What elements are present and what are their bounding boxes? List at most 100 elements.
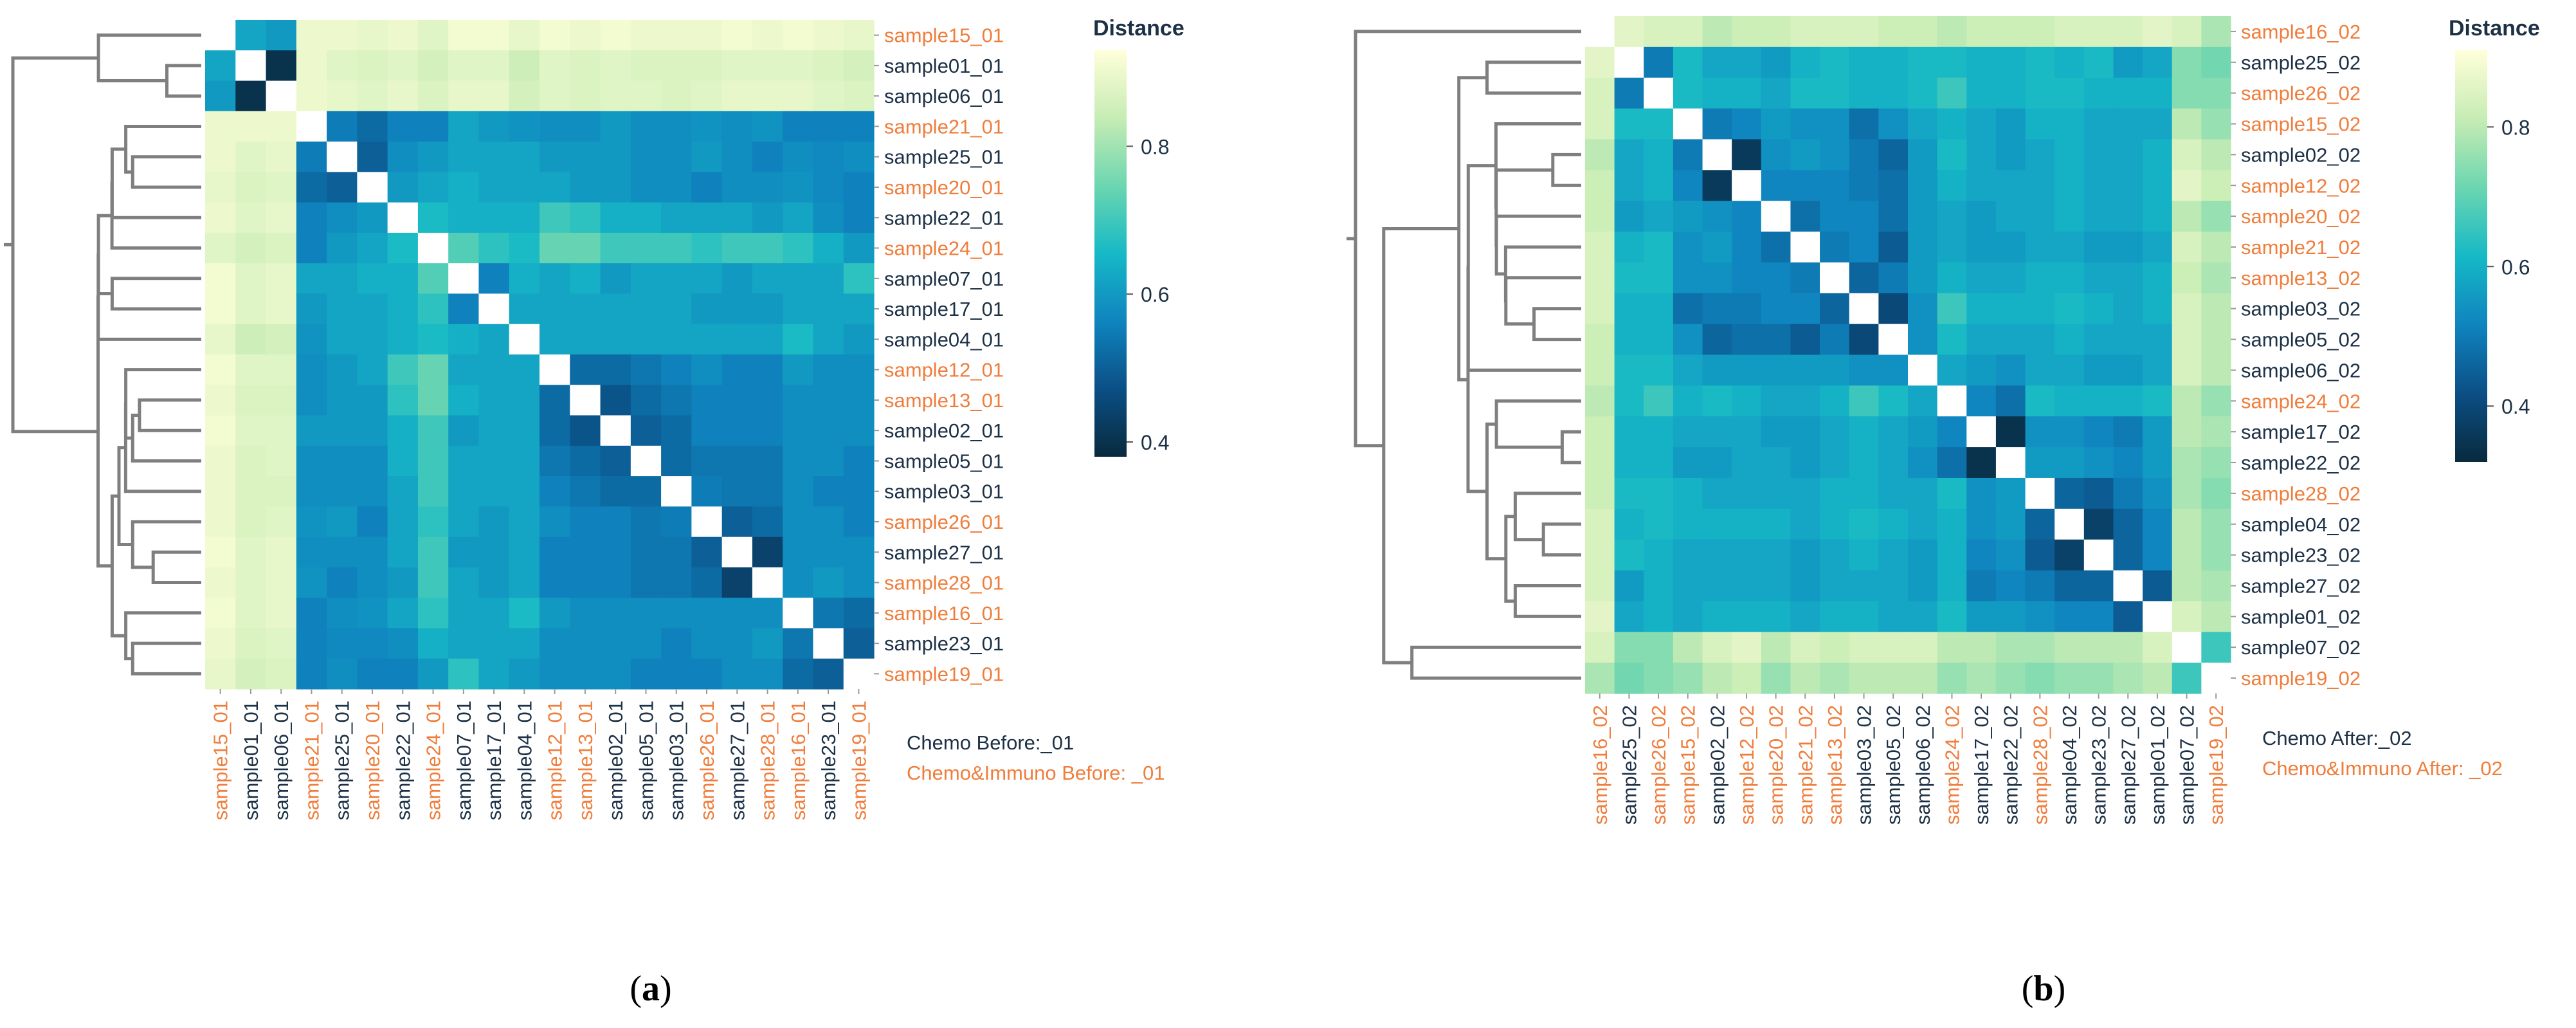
heatmap-cell (1966, 77, 1997, 109)
heatmap-cell (417, 537, 449, 568)
heatmap-cell (540, 172, 570, 203)
heatmap-cell (630, 537, 662, 568)
heatmap-cell (2083, 508, 2114, 540)
heatmap-cell (235, 324, 267, 355)
heatmap-cell (2201, 632, 2231, 663)
heatmap-cell (1614, 416, 1644, 448)
heatmap-cell (1702, 293, 1732, 325)
heatmap-cell (448, 415, 480, 446)
heatmap-cell (266, 598, 297, 629)
heatmap-cell (1849, 447, 1879, 479)
heatmap-cell (540, 232, 570, 264)
heatmap-cell (1614, 477, 1644, 509)
heatmap-cell (296, 415, 327, 446)
heatmap-cell (235, 415, 267, 446)
heatmap-cell (1908, 108, 1938, 140)
heatmap-cell (235, 567, 267, 598)
heatmap-cell (2083, 77, 2114, 109)
heatmap-cell (266, 232, 297, 264)
heatmap-cell (2201, 477, 2231, 509)
dendrogram-branch (131, 155, 201, 189)
heatmap-cell (448, 506, 480, 538)
heatmap-cell (266, 658, 297, 690)
heatmap-cell (509, 293, 540, 325)
heatmap-cell (1878, 232, 1909, 263)
heatmap-cell (600, 415, 631, 446)
heatmap-cell (2083, 16, 2114, 48)
heatmap-cell (2025, 663, 2055, 694)
heatmap-cell (1644, 354, 1674, 386)
heatmap-cell (266, 476, 297, 507)
heatmap-cell (1878, 139, 1909, 170)
heatmap-cell (327, 293, 358, 325)
heatmap-cell (1702, 477, 1732, 509)
heatmap-cell (783, 111, 814, 142)
heatmap-cell (540, 142, 570, 172)
heatmap-cell (1937, 16, 1967, 48)
heatmap-cell (2054, 170, 2085, 201)
column-label: sample05_02 (1882, 705, 1905, 825)
heatmap-cell (2054, 354, 2085, 386)
heatmap-cell (478, 50, 510, 82)
heatmap-cell (2083, 477, 2114, 509)
heatmap-cell (1849, 170, 1879, 201)
row-label: sample03_02 (2241, 298, 2361, 320)
heatmap-cell (843, 293, 875, 325)
heatmap-cell (1644, 232, 1674, 263)
heatmap-cell (1966, 632, 1997, 663)
heatmap-cell (1820, 46, 1850, 78)
heatmap-cell (540, 263, 570, 295)
heatmap-cell (2025, 447, 2055, 479)
heatmap-cell (721, 142, 753, 172)
heatmap-cell (387, 111, 419, 142)
heatmap-cell (783, 232, 814, 264)
heatmap-cell (570, 537, 601, 568)
heatmap-cell (1761, 508, 1791, 540)
heatmap-cell (327, 354, 358, 385)
dendrogram-branch (96, 214, 113, 295)
heatmap-cell (1614, 201, 1644, 232)
heatmap-cell (1995, 632, 2026, 663)
heatmap-cell (813, 598, 844, 629)
heatmap-cell (630, 415, 662, 446)
heatmap-cell (721, 293, 753, 325)
heatmap-cell (235, 202, 267, 234)
heatmap-cell (1644, 477, 1674, 509)
heatmap-cell (1995, 201, 2026, 232)
heatmap-cell (509, 20, 540, 51)
heatmap-cell (2113, 262, 2143, 294)
heatmap-cell (235, 658, 267, 690)
colorbar-ticks-b: 0.4 0.6 0.8 (2487, 116, 2530, 418)
heatmap-cell (1966, 601, 1997, 632)
heatmap-cell (1585, 77, 1615, 109)
heatmap-cell (2172, 262, 2202, 294)
heatmap-cell (630, 20, 662, 51)
dendrogram-branch (1457, 76, 1487, 381)
heatmap-cell (2113, 632, 2143, 663)
heatmap-cell (691, 628, 723, 659)
heatmap-cell (2054, 539, 2085, 571)
heatmap-cell (1732, 416, 1762, 448)
heatmap-cell (1585, 354, 1615, 386)
heatmap-cell (2172, 293, 2202, 325)
heatmap-cell (1761, 293, 1791, 325)
dendrogram-branch (1466, 164, 1581, 372)
heatmap-cell (205, 172, 236, 203)
heatmap-cell (2143, 601, 2173, 632)
heatmap-cell (661, 80, 692, 112)
dendrogram-branch (1485, 60, 1581, 95)
dendrogram-branch (96, 295, 113, 568)
heatmap-cell (570, 202, 601, 234)
heatmap-cell (630, 506, 662, 538)
heatmap-cell (1614, 632, 1644, 663)
heatmap-cell (752, 598, 783, 629)
heatmap-cell (2025, 232, 2055, 263)
heatmap-cell (540, 415, 570, 446)
heatmap-cell (2201, 385, 2231, 417)
heatmap-cell (2054, 416, 2085, 448)
heatmap-cell (1702, 77, 1732, 109)
heatmap-cell (1966, 570, 1997, 602)
heatmap-cell (2201, 170, 2231, 201)
heatmap-cell (327, 628, 358, 659)
heatmap-cell (1673, 570, 1703, 602)
